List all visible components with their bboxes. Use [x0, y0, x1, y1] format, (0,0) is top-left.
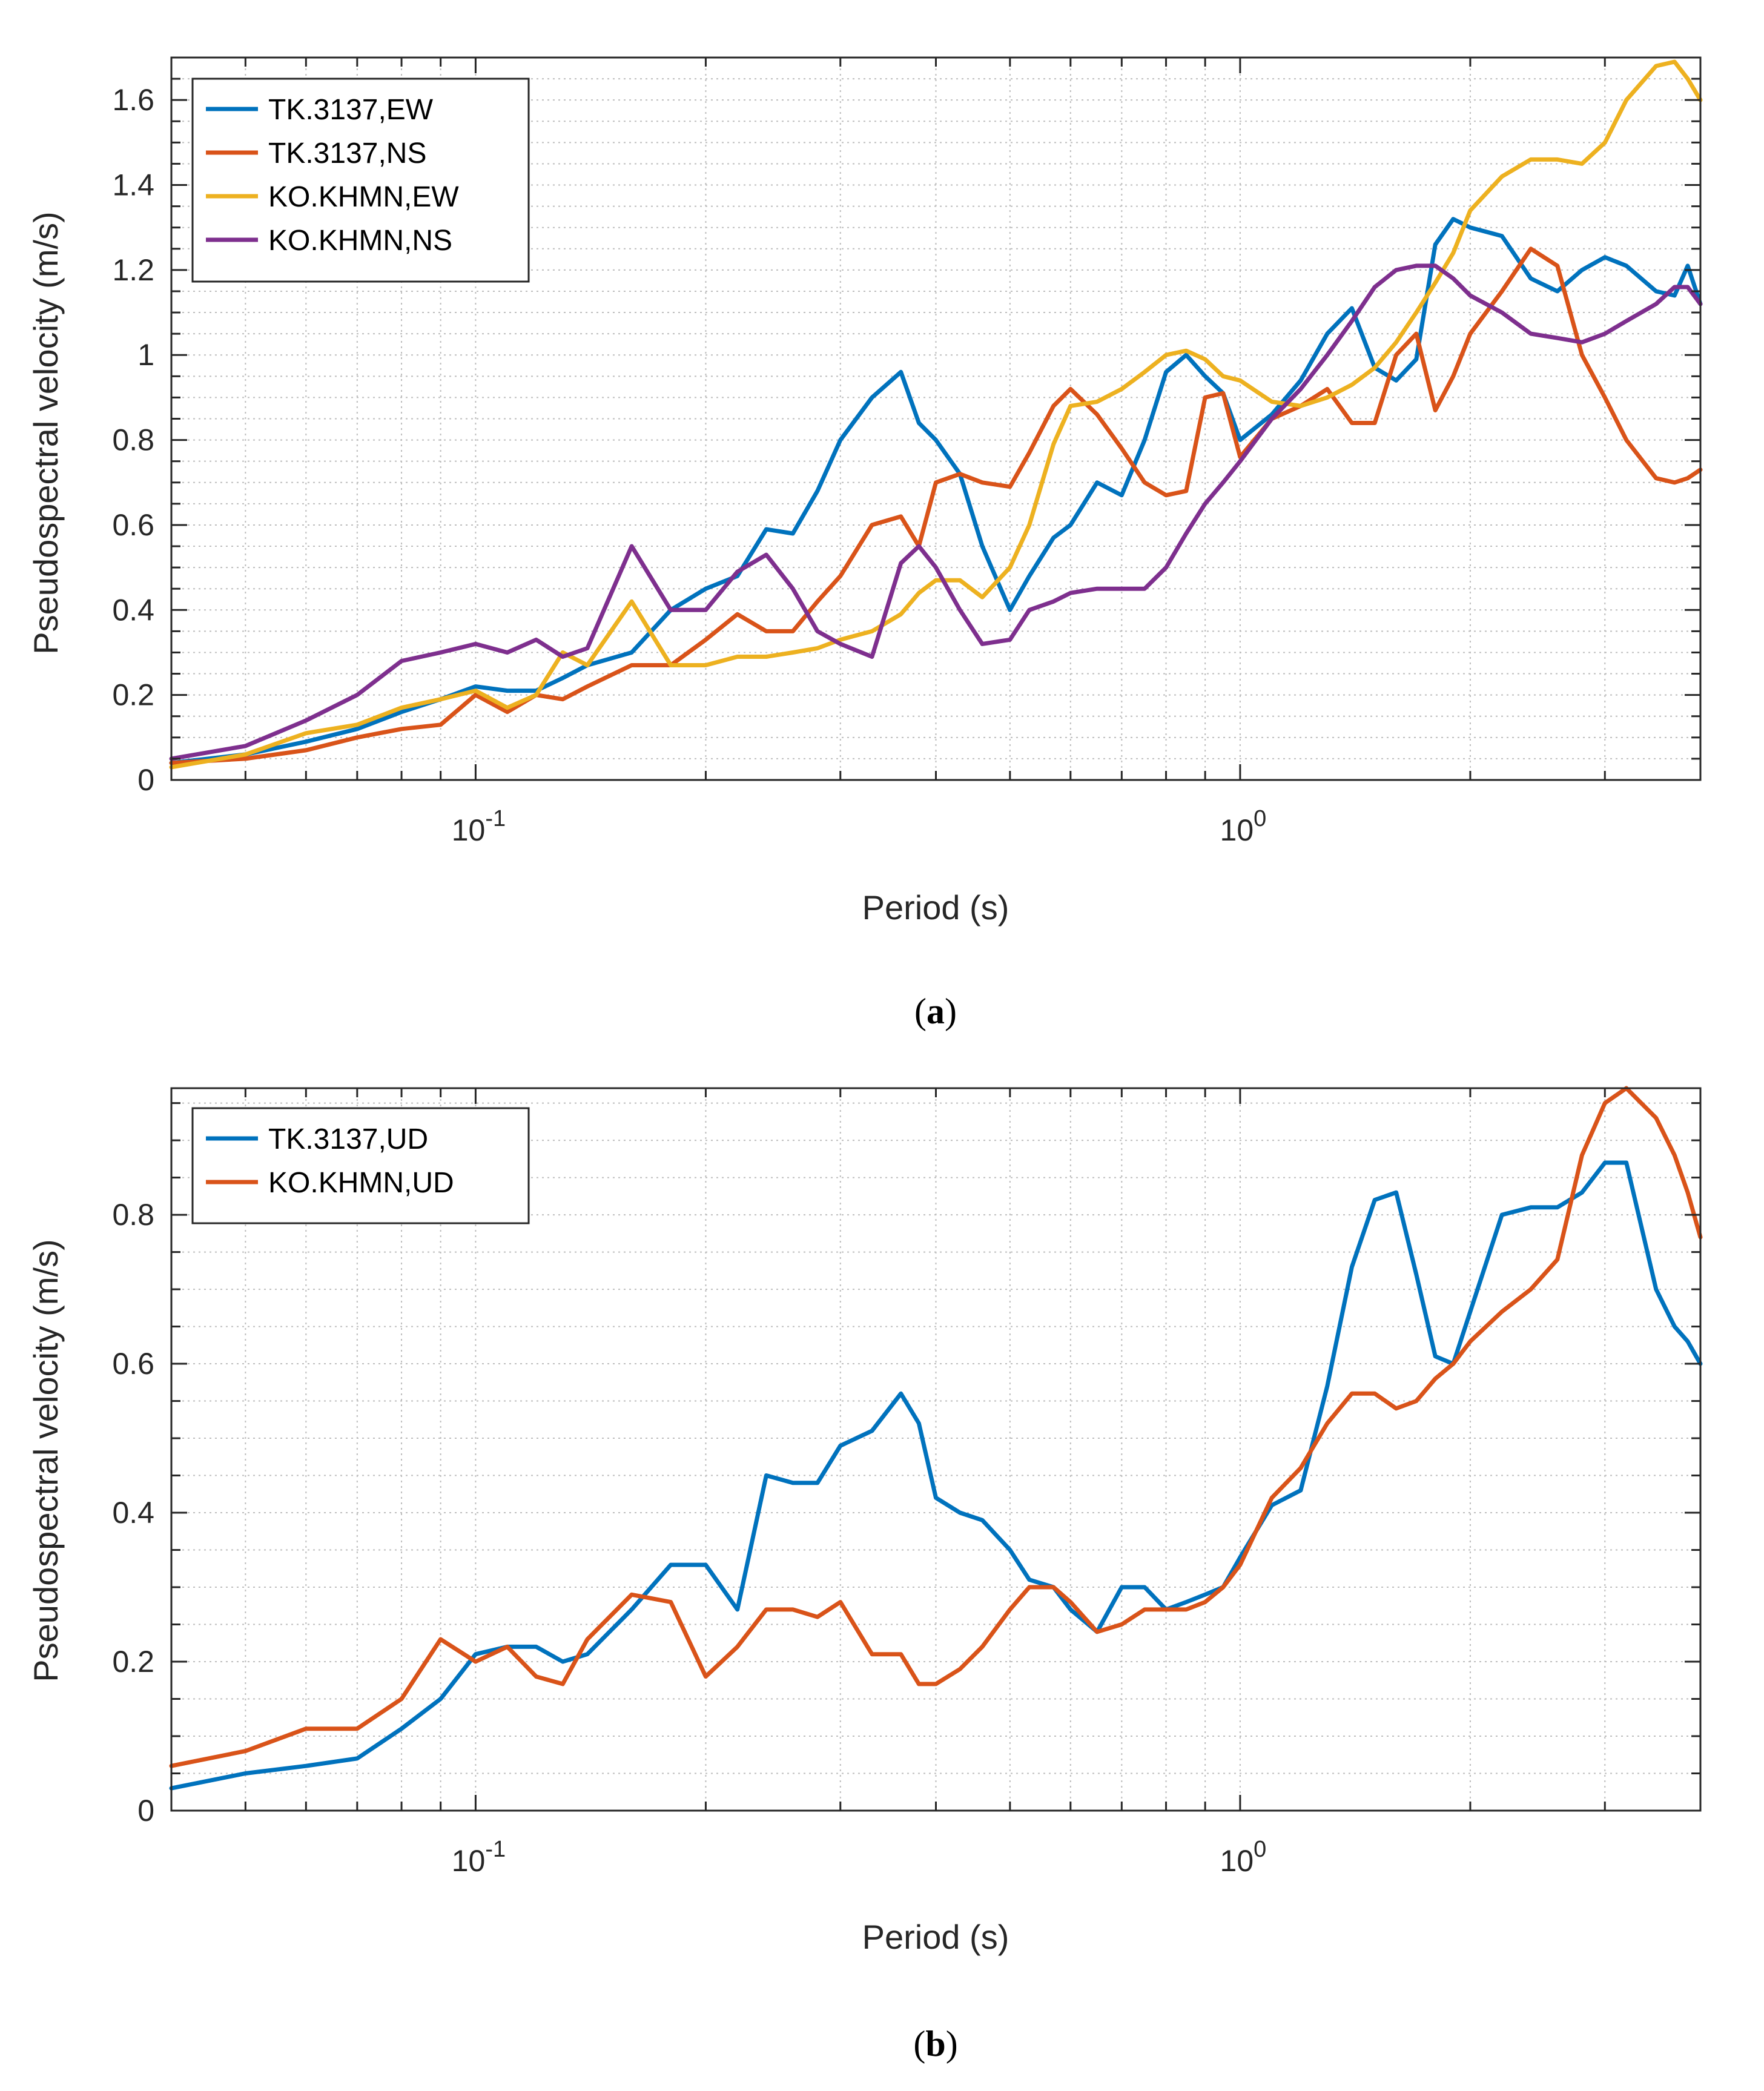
panel-a-y-axis-label: Pseudospectral velocity (m/s) [27, 211, 65, 654]
y-tick-label: 1.2 [112, 253, 154, 287]
panel-b-x-axis-label: Period (s) [862, 1918, 1009, 1956]
panel-a-y-ticks: 0 0.2 0.4 0.6 0.8 1 1.2 1.4 1.6 [112, 56, 1700, 797]
panel-a-x-ticks: 10-1 100 [170, 58, 1702, 847]
legend-box [191, 1107, 530, 1224]
panel-a-caption-letter: a [927, 991, 945, 1031]
y-tick-label: 0.6 [112, 508, 154, 542]
legend-entry-label: KO.KHMN,EW [268, 181, 459, 213]
y-tick-label: 0.8 [112, 1198, 154, 1232]
x-tick-label-exponent: 0 [1254, 806, 1266, 831]
x-tick-label-base: 10 [1220, 813, 1254, 847]
y-tick-label: 0.8 [112, 423, 154, 457]
y-tick-label: 0 [137, 763, 154, 797]
panel-b-y-axis-label: Pseudospectral velocity (m/s) [27, 1239, 65, 1682]
y-tick-label: 1.6 [112, 83, 154, 117]
series-line [169, 263, 1703, 761]
x-tick-label: 100 [1220, 806, 1267, 847]
x-tick-label-base: 10 [452, 813, 486, 847]
y-tick-label: 1 [137, 338, 154, 372]
legend-entry-label: TK.3137,EW [268, 94, 434, 126]
x-tick-label-exponent: -1 [485, 806, 506, 831]
panel-b-y-ticks: 0 0.2 0.4 0.6 0.8 [112, 1102, 1700, 1828]
panel-b-series [169, 1086, 1703, 1791]
legend-entry-label: TK.3137,NS [268, 137, 426, 170]
x-tick-label: 100 [1220, 1837, 1267, 1878]
panel-a-caption: (a) [914, 991, 957, 1031]
y-tick-label: 0.4 [112, 1496, 154, 1530]
panel-b: 00.20.40.60.8 10-1 100 Period (s) Pseudos… [27, 1086, 1703, 2064]
y-tick-label: 0 [137, 1794, 154, 1828]
legend-entry-label: TK.3137,UD [268, 1123, 428, 1155]
legend-entry-label: KO.KHMN,NS [268, 225, 452, 257]
y-tick-label: 0.4 [112, 593, 154, 627]
series-line [169, 1160, 1703, 1791]
x-tick-label-exponent: 0 [1254, 1837, 1266, 1862]
legend-box [191, 78, 530, 283]
x-tick-label-base: 10 [1220, 1844, 1254, 1878]
x-tick-label-exponent: -1 [485, 1837, 506, 1862]
panel-a-legend: TK.3137,EW TK.3137,NS KO.KHMN,EW KO.KHMN,NS [191, 78, 530, 283]
series-line [169, 1086, 1703, 1768]
panel-b-x-ticks: 10-1 100 [170, 1088, 1702, 1878]
x-tick-label: 10-1 [452, 806, 506, 847]
x-tick-label: 10-1 [452, 1837, 506, 1878]
panel-b-caption: (b) [913, 2024, 957, 2064]
panel-a: 00.20.40.60.811.21.41.6 10-1 100 Period (… [27, 56, 1703, 1031]
y-tick-label: 1.4 [112, 168, 154, 202]
y-tick-label: 0.6 [112, 1347, 154, 1381]
series-line [169, 59, 1703, 770]
x-tick-label-base: 10 [452, 1844, 486, 1878]
y-tick-label: 0.2 [112, 1645, 154, 1679]
panel-b-caption-letter: b [925, 2024, 945, 2064]
legend-entry-label: KO.KHMN,UD [268, 1167, 454, 1199]
panel-a-series [169, 59, 1703, 770]
series-line [169, 217, 1703, 765]
panel-b-legend: TK.3137,UD KO.KHMN,UD [191, 1107, 530, 1224]
panel-a-x-axis-label: Period (s) [862, 888, 1009, 927]
y-tick-label: 0.2 [112, 678, 154, 712]
